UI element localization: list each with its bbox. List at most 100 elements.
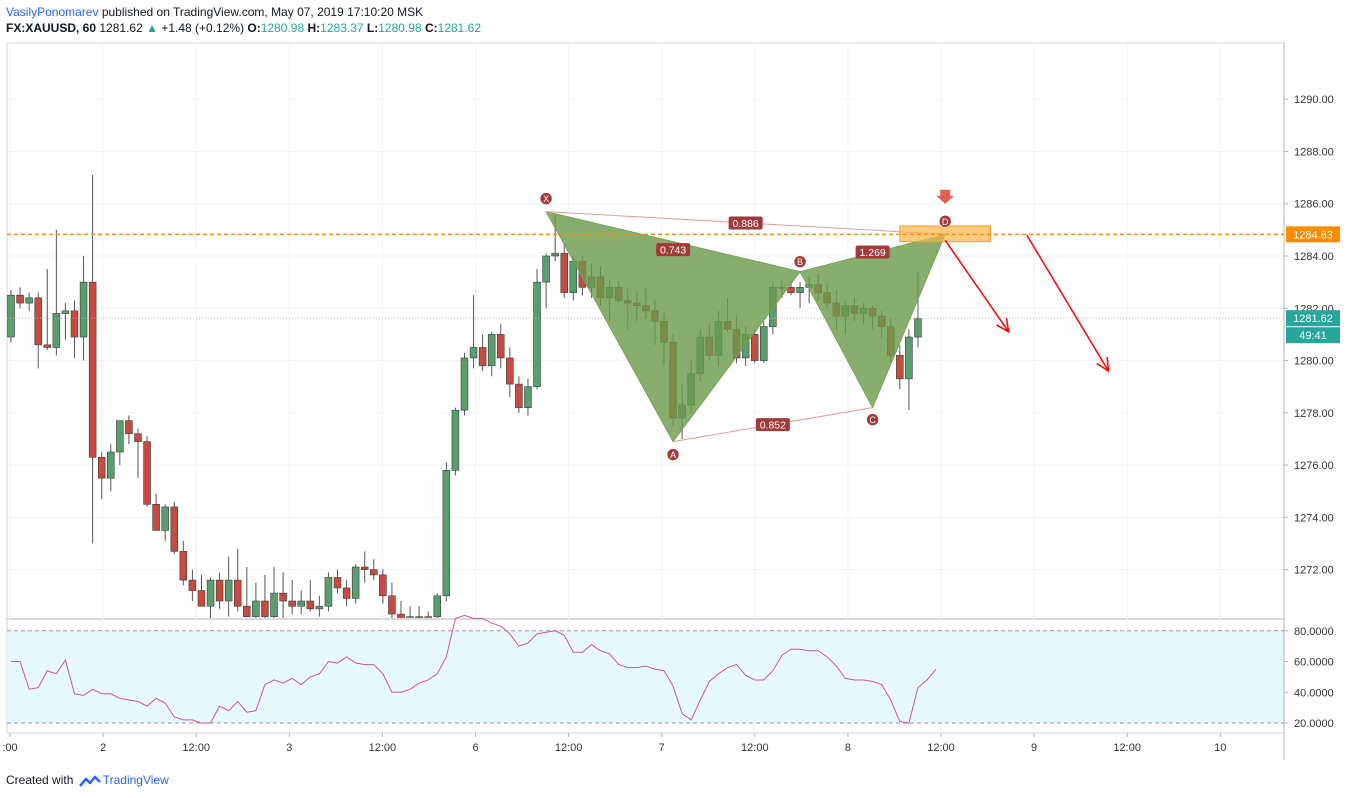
- ratio-badge: [755, 418, 790, 432]
- candle-down: [506, 357, 514, 385]
- candle-down: [342, 587, 351, 599]
- candle-up: [315, 605, 324, 610]
- axes: 1290.001288.001286.001284.001282.001280.…: [2, 43, 1340, 760]
- candle-down: [560, 253, 568, 293]
- time-tick-label: 12:00: [182, 742, 210, 754]
- symbol-label: FX:XAUUSD, 60: [6, 21, 97, 35]
- candle-down: [215, 579, 224, 602]
- candle-down: [179, 551, 188, 581]
- price-tick-label: 1284.00: [1294, 251, 1334, 263]
- author-link[interactable]: VasilyPonomarev: [6, 5, 99, 19]
- price-tick-label: 1286.00: [1294, 199, 1334, 211]
- candle-down: [497, 334, 505, 359]
- candle-up: [905, 336, 913, 380]
- candle-down: [125, 420, 133, 435]
- candle-down: [388, 595, 396, 615]
- candle-up: [469, 347, 478, 359]
- rsi-tick-label: 20.0000: [1294, 718, 1334, 730]
- high-label: H:: [307, 21, 321, 35]
- ratio-label: 0.886: [732, 218, 758, 230]
- close-value: 1281.62: [437, 21, 482, 35]
- candle-down: [478, 347, 487, 367]
- time-tick-label: 3: [286, 742, 292, 754]
- open-value: 1280.98: [260, 21, 305, 35]
- price-tick-label: 1290.00: [1294, 94, 1334, 106]
- pattern-point-label: B: [797, 257, 803, 267]
- candle-up: [442, 470, 451, 597]
- candle-down: [750, 334, 759, 361]
- candle-up: [7, 294, 15, 338]
- projection-arrow: [944, 239, 1010, 333]
- candle-down: [70, 310, 79, 338]
- pattern-point-label: D: [942, 217, 949, 227]
- candle-down: [306, 600, 315, 610]
- candle-up: [533, 281, 541, 387]
- ratio-badge: [656, 243, 691, 257]
- close-label: C:: [424, 21, 438, 35]
- candle-up: [206, 579, 215, 607]
- candle-up: [79, 281, 88, 338]
- candle-up: [270, 592, 278, 617]
- candle-down: [279, 592, 287, 602]
- candle-down: [143, 441, 151, 505]
- ratio-badge: [855, 245, 890, 259]
- countdown-badge-text: 49:41: [1299, 330, 1327, 342]
- price-tick-label: 1288.00: [1294, 146, 1334, 158]
- candle-up: [406, 616, 414, 618]
- open-label: O:: [247, 21, 261, 35]
- last-price-badge: [1286, 310, 1340, 327]
- low-label: L:: [366, 21, 379, 35]
- candle-down: [170, 506, 178, 552]
- countdown-badge: [1286, 327, 1340, 344]
- candle-up: [914, 318, 922, 338]
- candle-down: [16, 294, 24, 304]
- candle-up: [297, 600, 305, 607]
- sell-marker-icon: [936, 189, 955, 204]
- candle-down: [360, 566, 369, 570]
- candle-down: [197, 590, 206, 607]
- time-tick-label: 6: [472, 742, 478, 754]
- level-price-badge: [1286, 226, 1340, 243]
- candle-down: [397, 613, 405, 618]
- last-price-badge-text: 1281.62: [1293, 313, 1333, 325]
- time-tick-label: 12:00: [1113, 742, 1141, 754]
- candle-down: [370, 569, 378, 576]
- candle-up: [487, 334, 496, 367]
- low-value: 1280.98: [378, 21, 422, 35]
- projection-arrow: [1026, 234, 1110, 372]
- drawing-overlays: X A B C D 0.886 0.743 1.269 0.852: [7, 189, 1284, 461]
- candle-up: [460, 357, 469, 411]
- time-tick-label: 12:00: [369, 742, 397, 754]
- publish-line: VasilyPonomarev published on TradingView…: [6, 4, 481, 20]
- candle-up: [252, 600, 260, 617]
- candle-down: [188, 579, 197, 591]
- pattern-point-badge: [793, 255, 807, 268]
- tradingview-brand-link[interactable]: TradingView: [102, 773, 169, 787]
- projection-arrowhead: [1096, 357, 1110, 373]
- time-tick-label: 12:00: [741, 742, 769, 754]
- candle-up: [551, 253, 559, 257]
- candle-down: [233, 579, 242, 607]
- pattern-point-label: X: [543, 194, 549, 204]
- time-tick-label: 9: [1031, 742, 1037, 754]
- candle-down: [88, 281, 97, 458]
- time-tick-label: :00: [2, 742, 17, 754]
- candle-down: [896, 355, 904, 380]
- rsi-pane: 80.0000 60.0000 40.0000 20.0000: [7, 614, 1334, 730]
- pattern-point-badge: [938, 215, 952, 228]
- price-tick-label: 1272.00: [1294, 565, 1334, 577]
- candle-up: [760, 326, 768, 361]
- candle-up: [351, 566, 360, 599]
- candle-down: [415, 616, 423, 618]
- rsi-tick-label: 80.0000: [1294, 626, 1334, 638]
- pattern-point-badge: [866, 413, 879, 426]
- rsi-line: [11, 614, 937, 724]
- candle-up: [161, 506, 169, 531]
- time-tick-label: 10: [1214, 742, 1226, 754]
- candle-down: [333, 577, 342, 589]
- price-tick-label: 1274.00: [1294, 512, 1334, 524]
- created-with-text: Created with: [6, 773, 74, 787]
- candle-down: [43, 344, 52, 348]
- publish-datetime: May 07, 2019 17:10:20 MSK: [271, 5, 424, 19]
